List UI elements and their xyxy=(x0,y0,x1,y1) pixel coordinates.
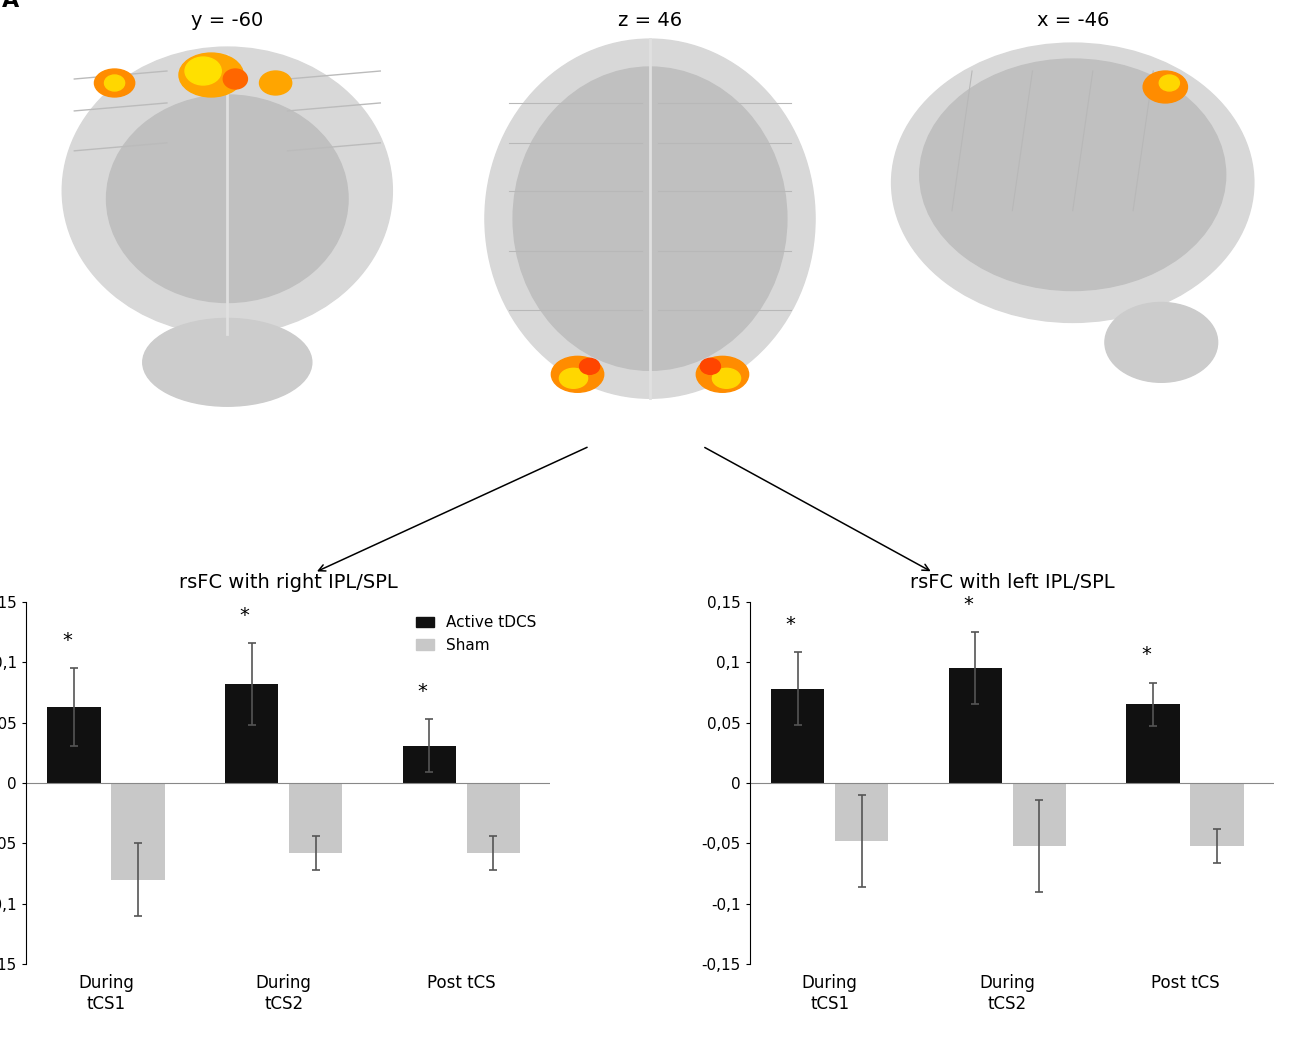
Ellipse shape xyxy=(697,357,749,392)
Ellipse shape xyxy=(514,67,786,370)
Bar xyxy=(289,783,342,853)
Bar xyxy=(949,668,1002,783)
Ellipse shape xyxy=(179,53,243,96)
Bar xyxy=(403,746,456,783)
Bar xyxy=(771,689,824,783)
Ellipse shape xyxy=(712,368,741,388)
Bar xyxy=(1013,783,1066,846)
Ellipse shape xyxy=(485,39,815,398)
Title: rsFC with right IPL/SPL: rsFC with right IPL/SPL xyxy=(179,572,398,592)
Text: *: * xyxy=(62,630,72,650)
Ellipse shape xyxy=(107,95,348,303)
Title: z = 46: z = 46 xyxy=(618,10,682,29)
Ellipse shape xyxy=(1105,303,1218,383)
Ellipse shape xyxy=(104,75,125,91)
Ellipse shape xyxy=(892,44,1254,323)
Title: y = -60: y = -60 xyxy=(191,10,264,29)
Bar xyxy=(835,783,888,841)
Ellipse shape xyxy=(551,357,603,392)
Title: x = -46: x = -46 xyxy=(1036,10,1109,29)
Ellipse shape xyxy=(580,359,599,374)
Ellipse shape xyxy=(95,69,135,96)
Bar xyxy=(47,707,100,783)
Ellipse shape xyxy=(1160,75,1179,91)
Ellipse shape xyxy=(260,71,291,95)
Ellipse shape xyxy=(224,69,247,89)
Text: *: * xyxy=(963,594,974,614)
Bar xyxy=(1191,783,1244,846)
Bar xyxy=(112,783,165,879)
Bar xyxy=(1127,704,1180,783)
Legend: Active tDCS, Sham: Active tDCS, Sham xyxy=(410,610,542,660)
Ellipse shape xyxy=(701,359,720,374)
Bar xyxy=(467,783,520,853)
Title: rsFC with left IPL/SPL: rsFC with left IPL/SPL xyxy=(910,572,1114,592)
Text: *: * xyxy=(239,606,250,624)
Ellipse shape xyxy=(1143,71,1187,103)
Bar xyxy=(225,683,278,783)
Ellipse shape xyxy=(185,57,221,85)
Text: *: * xyxy=(785,615,796,635)
Ellipse shape xyxy=(62,47,393,334)
Ellipse shape xyxy=(559,368,588,388)
Ellipse shape xyxy=(919,59,1226,290)
Text: *: * xyxy=(417,681,428,701)
Text: *: * xyxy=(1141,645,1150,665)
Text: A: A xyxy=(1,0,20,11)
Ellipse shape xyxy=(143,318,312,407)
